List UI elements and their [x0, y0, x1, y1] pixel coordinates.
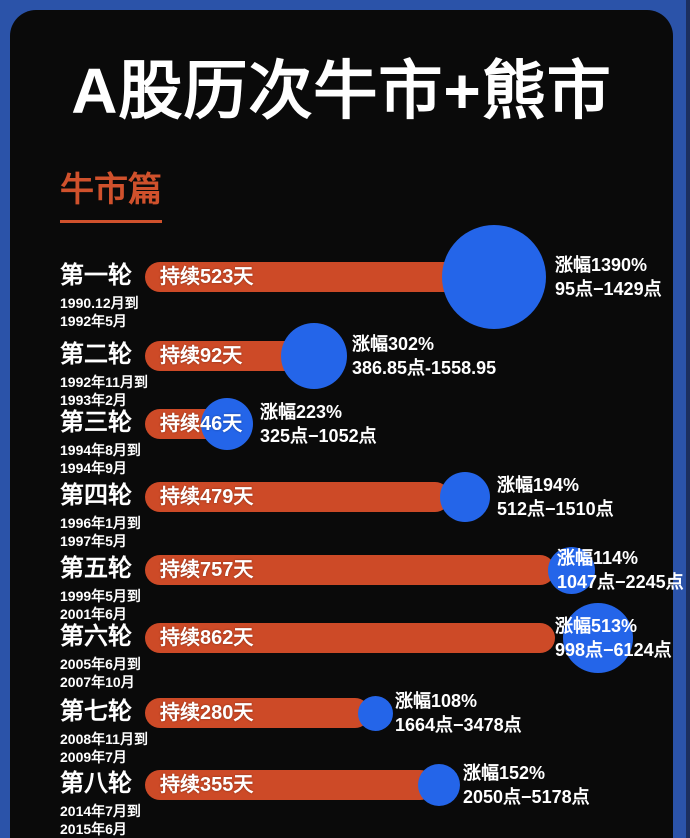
point-range: 1664点−3478点 — [395, 715, 522, 735]
gain-text-block: 涨幅513% 998点−6124点 — [555, 614, 672, 662]
gain-bubble — [281, 323, 347, 389]
gain-text-block: 涨幅152% 2050点−5178点 — [463, 761, 590, 809]
date-to: 1997年5月 — [60, 533, 127, 549]
date-to: 1992年5月 — [60, 313, 127, 329]
duration-bar — [145, 341, 300, 371]
gain-percent: 涨幅223% — [260, 402, 343, 422]
point-range: 1047点−2245点 — [557, 572, 684, 592]
round-label: 第二轮 — [60, 341, 132, 368]
section-title: 牛市篇 — [60, 170, 162, 223]
gain-text-block: 涨幅108% 1664点−3478点 — [395, 689, 522, 737]
date-from: 2008年11月到 — [60, 731, 148, 747]
gain-percent: 涨幅152% — [463, 763, 546, 783]
duration-label: 持续46天 — [160, 413, 243, 435]
page-title: A股历次牛市+熊市 — [71, 55, 612, 127]
date-from: 1999年5月到 — [60, 588, 141, 604]
gain-text-block: 涨幅302% 386.85点-1558.95 — [352, 332, 496, 380]
row-label-block: 第一轮 1990.12月到 1992年5月 — [60, 263, 190, 330]
round-label: 第六轮 — [60, 623, 132, 650]
gain-text-block: 涨幅1390% 95点−1429点 — [555, 253, 662, 301]
duration-label: 持续355天 — [160, 774, 254, 796]
date-range: 2005年6月到 2007年10月 — [60, 655, 190, 691]
duration-label: 持续757天 — [160, 559, 254, 581]
gain-percent: 涨幅302% — [352, 334, 435, 354]
gain-bubble — [418, 764, 460, 806]
row-label-block: 第四轮 1996年1月到 1997年5月 — [60, 483, 190, 550]
date-to: 2001年6月 — [60, 606, 127, 622]
gain-percent: 涨幅1390% — [555, 255, 648, 275]
date-to: 2009年7月 — [60, 749, 127, 765]
point-range: 95点−1429点 — [555, 279, 662, 299]
gain-text-block: 涨幅223% 325点−1052点 — [260, 400, 377, 448]
date-range: 1992年11月到 1993年2月 — [60, 373, 190, 409]
date-range: 2014年7月到 2015年6月 — [60, 802, 190, 838]
point-range: 998点−6124点 — [555, 640, 672, 660]
duration-bar — [145, 555, 555, 585]
frame-edge — [686, 0, 690, 838]
point-range: 325点−1052点 — [260, 426, 377, 446]
duration-bar — [145, 623, 555, 653]
row-label-block: 第二轮 1992年11月到 1993年2月 — [60, 342, 190, 409]
infographic-card: A股历次牛市+熊市 牛市篇 第一轮 1990.12月到 1992年5月 持续52… — [10, 10, 684, 838]
date-range: 1996年1月到 1997年5月 — [60, 514, 190, 550]
gain-bubble — [201, 398, 253, 450]
duration-bar — [145, 770, 435, 800]
date-range: 1994年8月到 1994年9月 — [60, 441, 190, 477]
gain-bubble — [547, 546, 595, 594]
bull-market-rows: 第一轮 1990.12月到 1992年5月 持续523天 涨幅1390% 95点… — [10, 10, 684, 838]
duration-label: 持续862天 — [160, 627, 254, 649]
round-label: 第四轮 — [60, 482, 132, 509]
gain-percent: 涨幅114% — [557, 548, 639, 568]
row-label-block: 第八轮 2014年7月到 2015年6月 — [60, 771, 190, 838]
date-to: 2015年6月 — [60, 821, 127, 837]
gain-text-block: 涨幅194% 512点−1510点 — [497, 473, 614, 521]
date-range: 2008年11月到 2009年7月 — [60, 730, 190, 766]
duration-label: 持续92天 — [160, 345, 243, 367]
date-range: 1999年5月到 2001年6月 — [60, 587, 190, 623]
duration-bar — [145, 698, 370, 728]
row-label-block: 第六轮 2005年6月到 2007年10月 — [60, 624, 190, 691]
date-from: 1994年8月到 — [60, 442, 141, 458]
gain-text-block: 涨幅114% 1047点−2245点 — [557, 546, 684, 594]
date-from: 2005年6月到 — [60, 656, 141, 672]
date-to: 1994年9月 — [60, 460, 127, 476]
gain-percent: 涨幅108% — [395, 691, 478, 711]
gain-percent: 涨幅194% — [497, 475, 580, 495]
date-from: 1996年1月到 — [60, 515, 141, 531]
date-range: 1990.12月到 1992年5月 — [60, 294, 190, 330]
date-from: 1992年11月到 — [60, 374, 148, 390]
row-label-block: 第五轮 1999年5月到 2001年6月 — [60, 556, 190, 623]
row-label-block: 第七轮 2008年11月到 2009年7月 — [60, 699, 190, 766]
gain-bubble — [442, 225, 546, 329]
round-label: 第八轮 — [60, 770, 132, 797]
round-label: 第七轮 — [60, 698, 132, 725]
duration-bar — [145, 482, 450, 512]
date-from: 2014年7月到 — [60, 803, 141, 819]
gain-percent: 涨幅513% — [555, 616, 638, 636]
date-from: 1990.12月到 — [60, 295, 139, 311]
duration-label: 持续280天 — [160, 702, 254, 724]
gain-bubble — [563, 603, 633, 673]
point-range: 2050点−5178点 — [463, 787, 590, 807]
round-label: 第五轮 — [60, 555, 132, 582]
round-label: 第一轮 — [60, 262, 132, 289]
gain-bubble — [440, 472, 490, 522]
point-range: 512点−1510点 — [497, 499, 614, 519]
gain-bubble — [357, 695, 393, 731]
row-label-block: 第三轮 1994年8月到 1994年9月 — [60, 410, 190, 477]
date-to: 2007年10月 — [60, 674, 135, 690]
point-range: 386.85点-1558.95 — [352, 358, 497, 378]
duration-label: 持续523天 — [160, 266, 254, 288]
round-label: 第三轮 — [60, 409, 132, 436]
duration-label: 持续479天 — [160, 486, 254, 508]
duration-bar — [145, 262, 470, 292]
date-to: 1993年2月 — [60, 392, 127, 408]
